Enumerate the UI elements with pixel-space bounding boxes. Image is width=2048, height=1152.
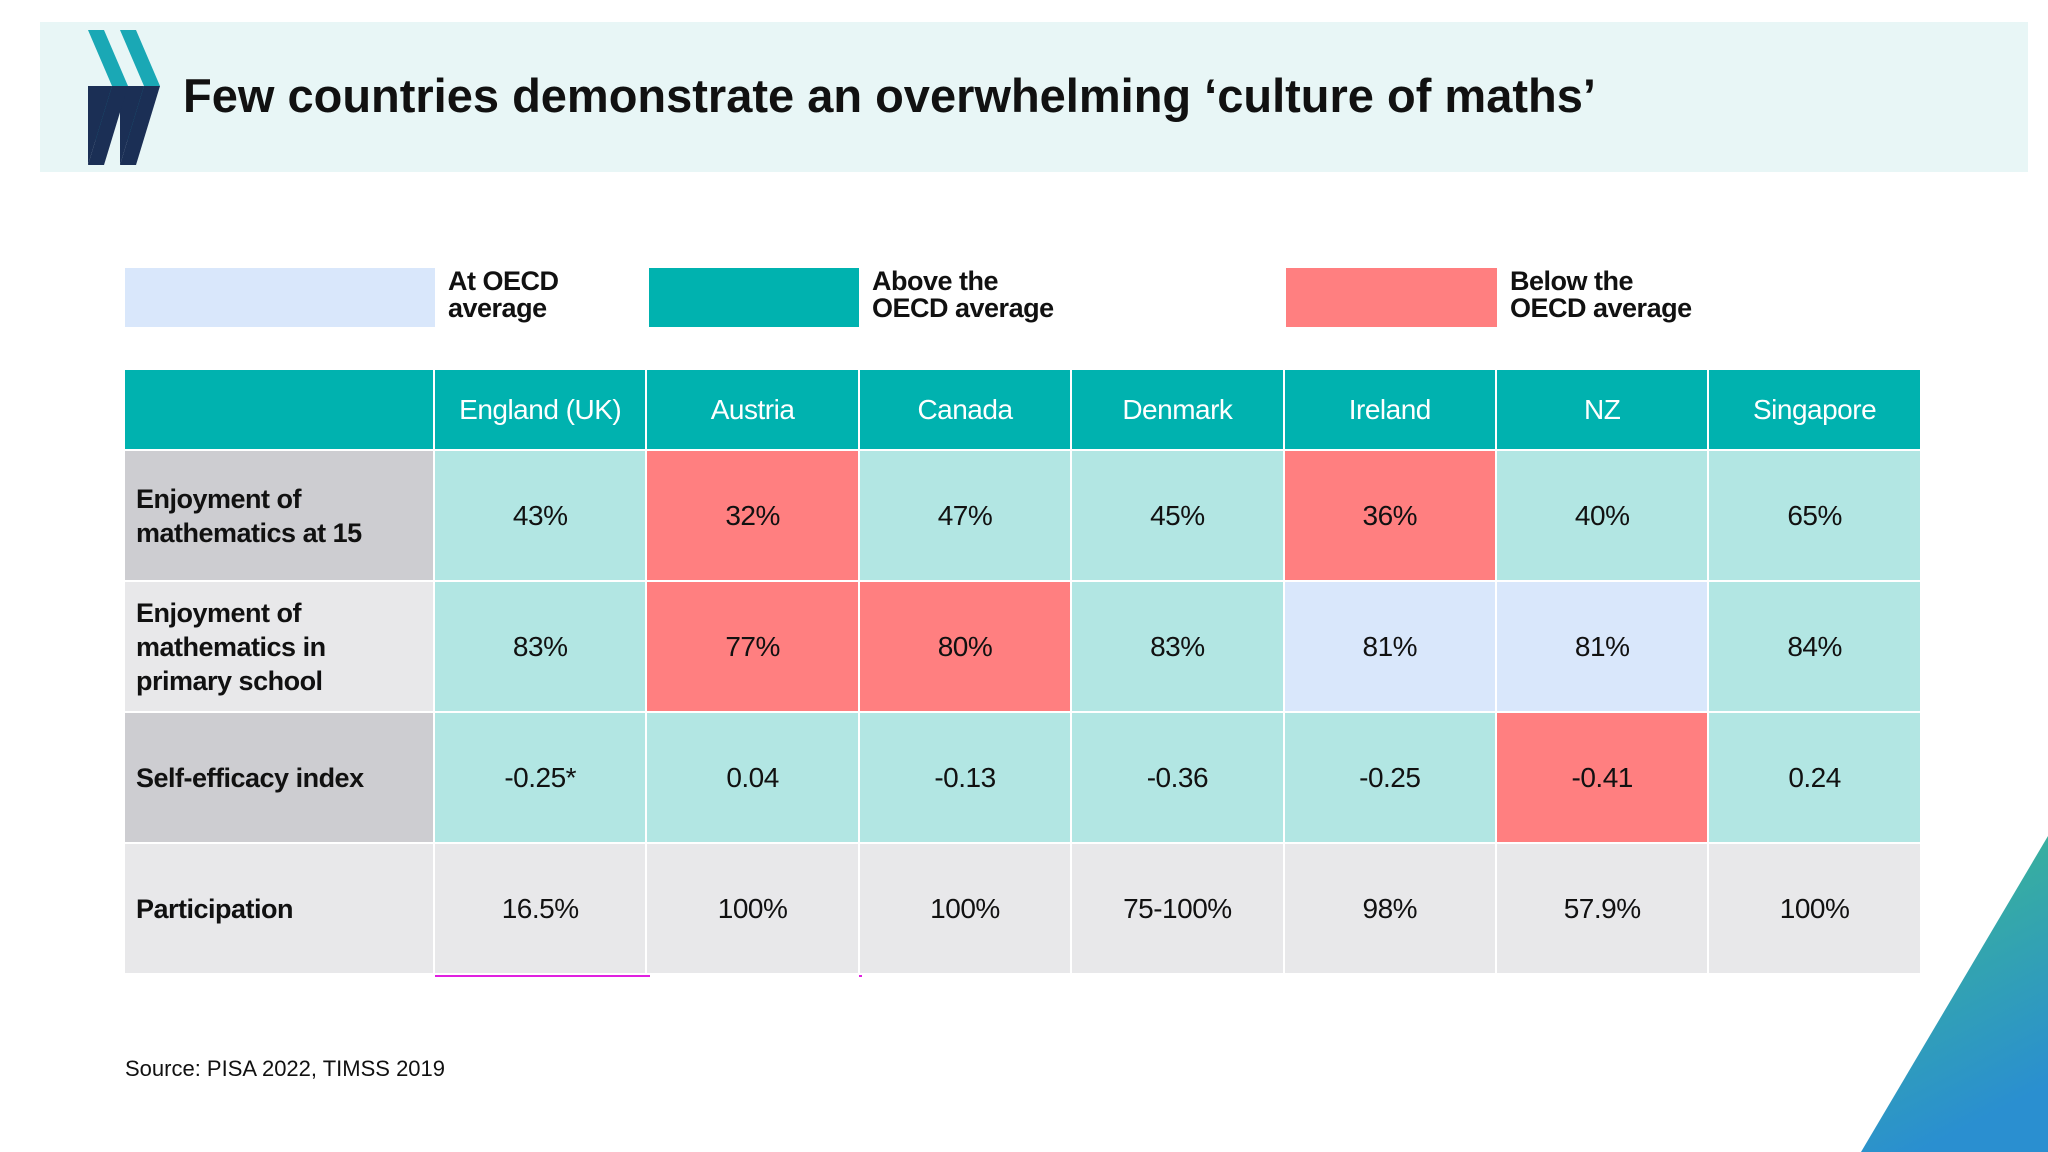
table-cell: -0.36	[1072, 713, 1285, 844]
column-header: Ireland	[1284, 370, 1497, 451]
row-label: Enjoyment of mathematics at 15	[125, 451, 435, 582]
logo	[88, 30, 160, 165]
column-header: England (UK)	[435, 370, 648, 451]
table-cell: -0.13	[859, 713, 1073, 844]
legend-label: Above the OECD average	[872, 266, 1054, 323]
table-cell: 47%	[859, 451, 1073, 582]
table-cell: 77%	[647, 582, 860, 713]
table-cell: 81%	[1497, 582, 1710, 713]
table-cell: 65%	[1709, 451, 1922, 582]
table-cell: -0.25	[1284, 713, 1497, 844]
table-cell: 43%	[435, 451, 648, 582]
legend-label: At OECD average	[448, 266, 559, 323]
column-header: Singapore	[1709, 370, 1922, 451]
row-label: Enjoyment of mathematics in primary scho…	[125, 582, 435, 713]
table-cell: 57.9%	[1497, 844, 1710, 975]
row-label: Self-efficacy index	[125, 713, 435, 844]
table-cell: 0.04	[647, 713, 860, 844]
legend-label: Below the OECD average	[1510, 266, 1692, 323]
table-cell: 45%	[1072, 451, 1285, 582]
column-header: Denmark	[1072, 370, 1285, 451]
corner-decoration	[1861, 836, 2048, 1152]
legend-swatch	[125, 268, 435, 327]
column-header: Austria	[647, 370, 860, 451]
table-cell: 80%	[859, 582, 1073, 713]
column-header: NZ	[1497, 370, 1710, 451]
table-cell: 98%	[1284, 844, 1497, 975]
table-cell: 16.5%	[435, 844, 648, 975]
legend-swatch	[649, 268, 859, 327]
header-cell	[125, 370, 435, 451]
table-cell: 83%	[1072, 582, 1285, 713]
column-header: Canada	[859, 370, 1073, 451]
table-cell: 0.24	[1709, 713, 1922, 844]
table-cell: 100%	[1709, 844, 1922, 975]
source: Source: PISA 2022, TIMSS 2019	[125, 1056, 446, 1081]
table-cell: 40%	[1497, 451, 1710, 582]
table-cell: 100%	[859, 844, 1073, 975]
table-cell: 75-100%	[1072, 844, 1285, 975]
table-cell: 81%	[1284, 582, 1497, 713]
table-cell: 84%	[1709, 582, 1922, 713]
title: Few countries demonstrate an overwhelmin…	[183, 69, 1596, 122]
table-cell: -0.41	[1497, 713, 1710, 844]
table-cell: 32%	[647, 451, 860, 582]
table-cell: 36%	[1284, 451, 1497, 582]
legend-swatch	[1286, 268, 1497, 327]
row-label: Participation	[125, 844, 435, 975]
title-band	[40, 22, 2028, 172]
table-cell: 100%	[647, 844, 860, 975]
table-cell: -0.25*	[435, 713, 648, 844]
table-cell: 83%	[435, 582, 648, 713]
